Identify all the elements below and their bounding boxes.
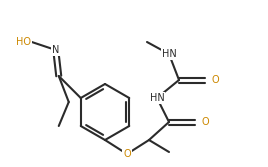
Text: HN: HN bbox=[150, 93, 164, 103]
Text: HN: HN bbox=[162, 49, 176, 59]
Text: HO: HO bbox=[16, 37, 31, 47]
Text: O: O bbox=[201, 117, 209, 127]
Text: N: N bbox=[52, 45, 59, 55]
Text: O: O bbox=[123, 149, 131, 159]
Text: O: O bbox=[211, 75, 219, 85]
